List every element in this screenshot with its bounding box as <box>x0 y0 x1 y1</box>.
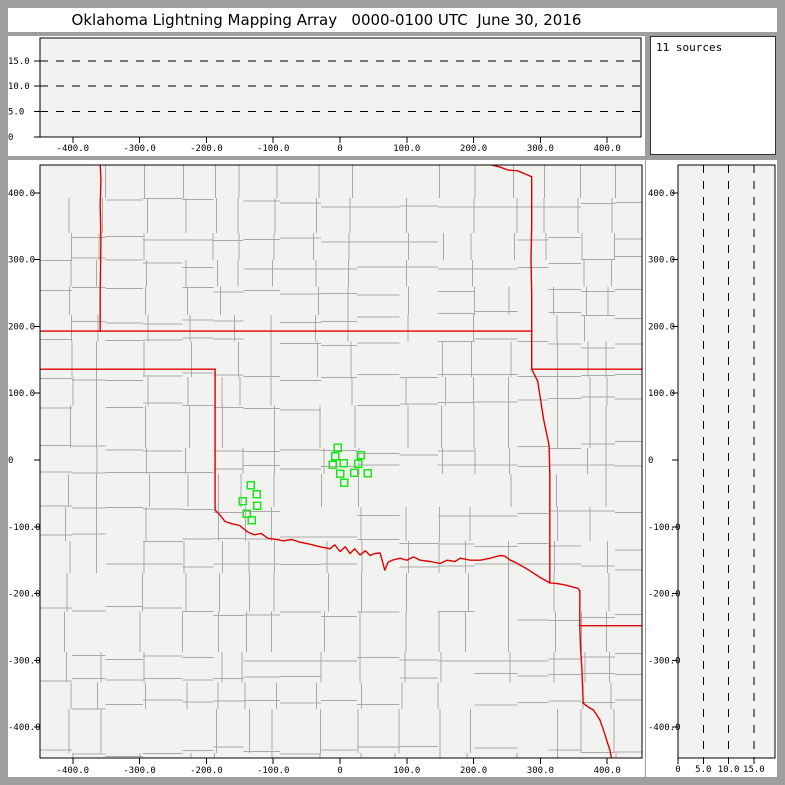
county-grid <box>40 165 642 758</box>
station-marker <box>238 496 247 506</box>
station-markers <box>238 443 372 525</box>
altitude-gridlines <box>40 60 641 113</box>
station-marker <box>339 458 348 468</box>
map-ticks <box>34 192 608 764</box>
x-tick-label: 15.0 <box>743 765 765 775</box>
y-tick-label: 0 <box>8 133 13 143</box>
plan-view-map-panel: 400.0 300.0 200.0 100.0 0 -100.0 -200.0 -300.0 -… <box>8 160 645 777</box>
state-border-line <box>99 165 102 332</box>
page-title: Oklahoma Lightning Mapping Array 0000-01… <box>71 11 582 29</box>
state-border-line <box>489 165 533 332</box>
station-marker <box>252 489 261 499</box>
altitude-ns-projection-panel: 400.0 300.0 200.0 100.0 0 -100.0 -200.0 -300.0 -… <box>646 160 777 777</box>
y-tick-label: 300.0 <box>648 256 675 266</box>
x-tick-label: -300.0 <box>123 766 156 776</box>
title-bar: Oklahoma Lightning Mapping Array 0000-01… <box>8 8 777 32</box>
x-tick-label: 100.0 <box>393 766 420 776</box>
x-tick-label: -400.0 <box>57 766 90 776</box>
x-tick-label: 0 <box>337 766 342 776</box>
x-tick-label: 5.0 <box>695 765 711 775</box>
altitude-ew-projection-panel: 0 5.0 10.0 15.0 -400.0 -300.0 -200.0 -100.0 0 100… <box>8 36 645 156</box>
state-borders <box>40 165 642 758</box>
y-tick-label: 400.0 <box>648 189 675 199</box>
state-border-line <box>579 624 584 704</box>
y-tick-label: -300.0 <box>648 656 681 666</box>
station-marker <box>363 468 372 478</box>
y-tick-label: -200.0 <box>648 590 681 600</box>
y-tick-label: 0 <box>648 456 653 466</box>
station-marker <box>339 478 349 487</box>
x-tick-label: 400.0 <box>594 144 621 154</box>
x-tick-label: -400.0 <box>57 144 90 154</box>
top-plot-area <box>39 37 642 138</box>
state-border-line <box>214 509 551 584</box>
state-border-line <box>582 702 613 758</box>
y-tick-label: 10.0 <box>8 82 30 92</box>
y-tick-label: -100.0 <box>648 523 681 533</box>
sources-count-box: 11 sources <box>650 36 776 155</box>
station-marker <box>246 480 255 490</box>
top-ticks <box>34 60 608 143</box>
station-marker <box>247 515 256 525</box>
right-ticks <box>672 192 755 764</box>
altitude-ew-projection-plot: 0 5.0 10.0 15.0 -400.0 -300.0 -200.0 -100.0 0 100… <box>8 37 642 154</box>
x-tick-label: 300.0 <box>527 766 554 776</box>
y-tick-label: 400.0 <box>8 189 35 199</box>
y-tick-label: 300.0 <box>8 256 35 266</box>
x-tick-label: 400.0 <box>594 766 621 776</box>
station-marker <box>328 460 337 469</box>
state-border-line <box>530 368 551 584</box>
x-tick-label: -100.0 <box>257 766 290 776</box>
station-marker <box>353 459 363 468</box>
y-tick-label: -300.0 <box>8 656 41 666</box>
x-tick-label: 0 <box>675 765 680 775</box>
y-tick-label: 5.0 <box>8 108 24 118</box>
altitude-gridlines <box>702 165 755 758</box>
map-background <box>40 165 642 758</box>
sources-count-label: 11 sources <box>656 41 723 54</box>
station-marker <box>252 501 262 510</box>
y-tick-label: -100.0 <box>8 523 41 533</box>
y-tick-label: 100.0 <box>8 389 35 399</box>
map-plot-border <box>39 164 643 759</box>
y-tick-label: 15.0 <box>8 57 30 67</box>
y-tick-label: -400.0 <box>648 723 681 733</box>
y-tick-label: -200.0 <box>8 590 41 600</box>
map-layers <box>40 165 642 758</box>
y-tick-label: 0 <box>8 456 13 466</box>
x-tick-label: -200.0 <box>190 144 223 154</box>
x-tick-label: -200.0 <box>190 766 223 776</box>
station-marker <box>330 451 340 461</box>
y-tick-label: 200.0 <box>8 322 35 332</box>
plan-view-map-plot: 400.0 300.0 200.0 100.0 0 -100.0 -200.0 -300.0 -… <box>8 164 643 776</box>
x-tick-label: 200.0 <box>460 144 487 154</box>
station-marker <box>349 468 359 477</box>
x-tick-label: -300.0 <box>123 144 156 154</box>
x-tick-label: 300.0 <box>527 144 554 154</box>
state-border-line <box>549 582 581 592</box>
right-plot-area <box>677 164 776 759</box>
y-tick-label: 200.0 <box>648 322 675 332</box>
x-tick-label: 200.0 <box>460 766 487 776</box>
station-marker <box>242 509 251 518</box>
station-marker <box>356 450 365 460</box>
x-tick-label: 0 <box>337 144 342 154</box>
station-marker <box>333 443 342 452</box>
x-tick-label: 100.0 <box>393 144 420 154</box>
x-tick-label: 10.0 <box>718 765 740 775</box>
station-marker <box>335 469 345 478</box>
altitude-ns-projection-plot: 400.0 300.0 200.0 100.0 0 -100.0 -200.0 -300.0 -… <box>648 164 776 775</box>
y-tick-label: -400.0 <box>8 723 41 733</box>
y-tick-label: 100.0 <box>648 389 675 399</box>
x-tick-label: -100.0 <box>257 144 290 154</box>
